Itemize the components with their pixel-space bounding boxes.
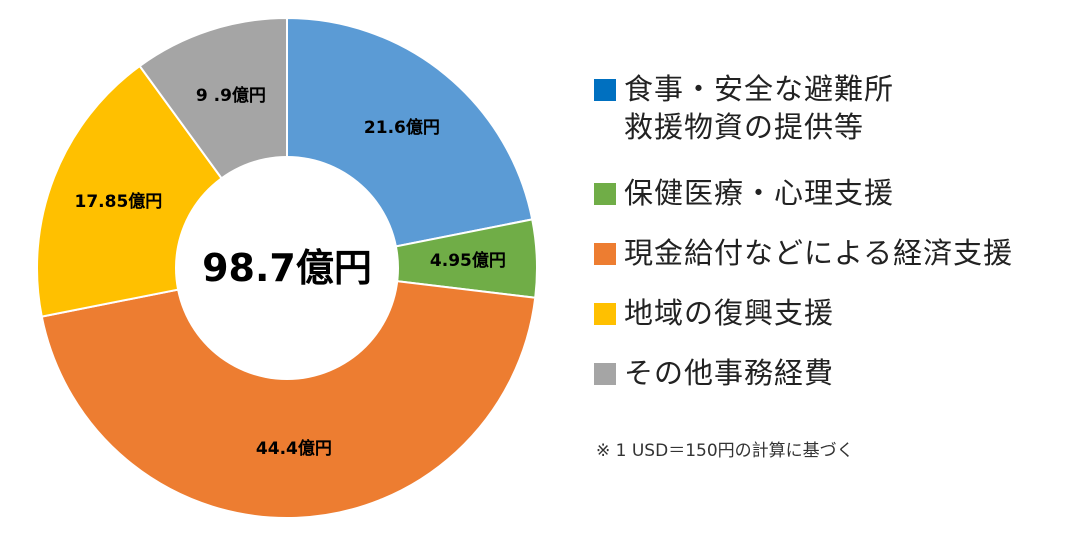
legend-label: 地域の復興支援	[624, 296, 835, 330]
legend-swatch-yellow	[594, 303, 616, 325]
legend-swatch-blue	[594, 79, 616, 101]
footnote: ※ 1 USD＝150円の計算に基づく	[596, 441, 854, 461]
slice-cash	[40, 266, 537, 519]
legend-item-health: 保健医療・心理支援	[592, 174, 1062, 212]
chart-legend: 食事・安全な避難所 救援物資の提供等 保健医療・心理支援 現金給付などによる経済…	[592, 70, 1062, 392]
legend-item-cash: 現金給付などによる経済支援	[592, 234, 1062, 272]
donut-hole	[175, 156, 399, 380]
legend-label: 保健医療・心理支援	[624, 176, 895, 210]
data-label-recovery: 17.85億円	[75, 191, 163, 212]
legend-swatch-orange	[594, 243, 616, 265]
data-label-cash: 44.4億円	[256, 438, 332, 459]
data-label-admin: 9 .9億円	[196, 85, 266, 106]
legend-swatch-green	[594, 183, 616, 205]
legend-item-recovery: 地域の復興支援	[592, 294, 1062, 332]
data-label-health: 4.95億円	[430, 250, 506, 271]
legend-item-admin: その他事務経費	[592, 354, 1062, 392]
center-total-label: 98.7億円	[202, 246, 372, 290]
legend-swatch-gray	[594, 363, 616, 385]
legend-label: 現金給付などによる経済支援	[624, 236, 1014, 270]
data-label-food-shelter: 21.6億円	[364, 117, 440, 138]
legend-label: 食事・安全な避難所 救援物資の提供等	[624, 72, 895, 144]
legend-label: その他事務経費	[624, 356, 835, 390]
legend-item-food-shelter: 食事・安全な避難所 救援物資の提供等	[592, 70, 1062, 146]
